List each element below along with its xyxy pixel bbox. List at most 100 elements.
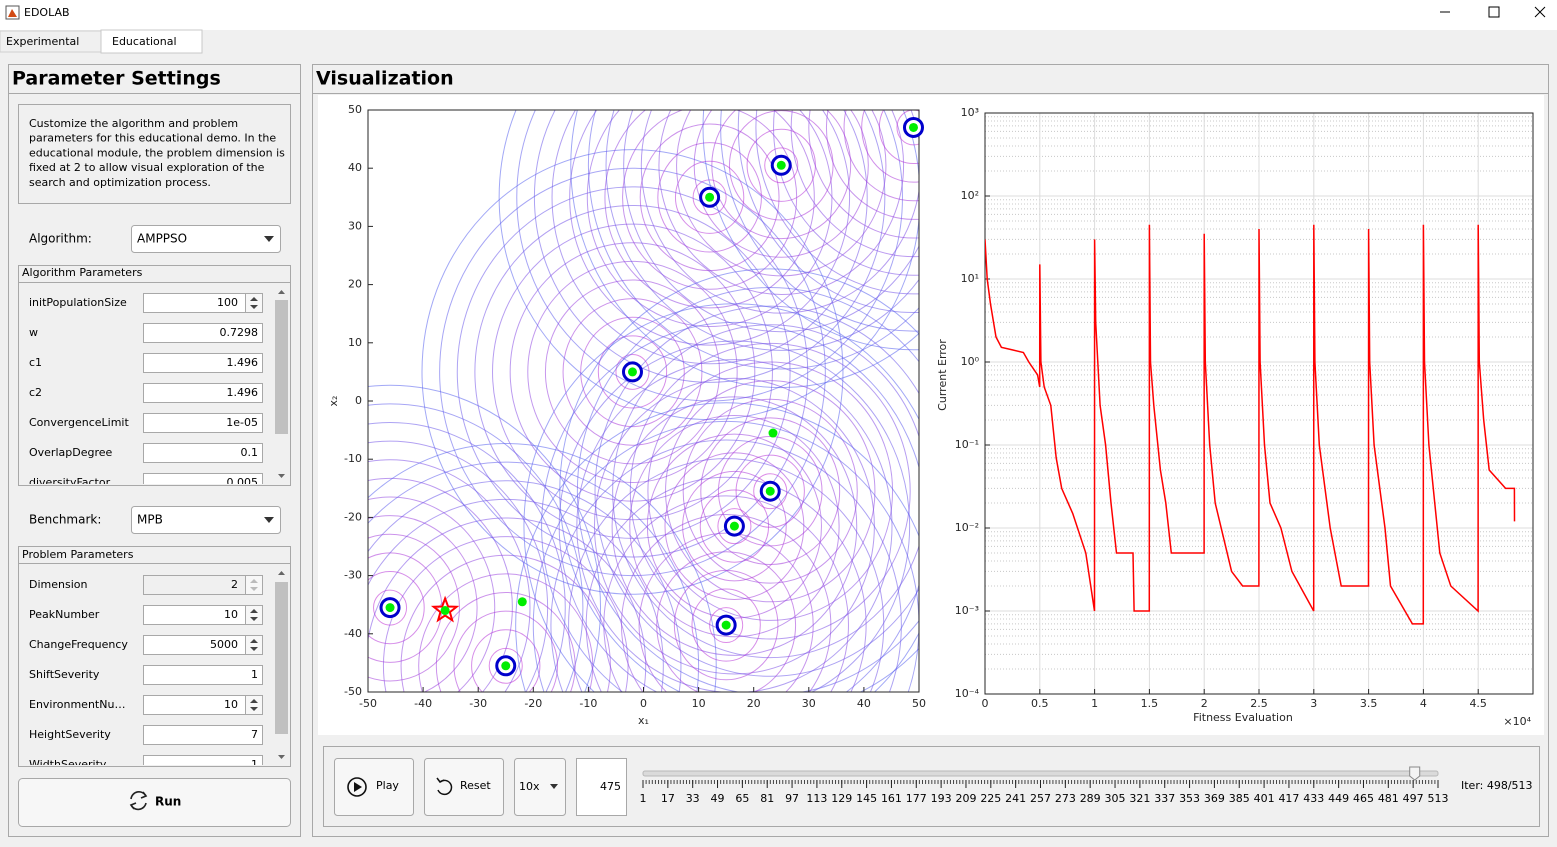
spinner[interactable]	[245, 293, 263, 313]
parameter-input[interactable]	[143, 755, 263, 775]
reset-button[interactable]	[424, 758, 504, 816]
y-tick-label: -30	[344, 569, 362, 582]
contour-line	[533, 110, 886, 383]
particle	[765, 486, 775, 496]
parameter-name: HeightSeverity	[29, 728, 111, 741]
maximize-button[interactable]	[1488, 6, 1500, 18]
contour-line	[488, 647, 523, 684]
parameter-value: 0.005	[227, 476, 259, 489]
scrollbar-thumb[interactable]	[275, 300, 288, 434]
description-line: parameters for this educational demo. In…	[29, 132, 276, 145]
slider-handle[interactable]	[1409, 766, 1421, 781]
slider-tick-label: 33	[686, 792, 700, 805]
contour-line	[569, 110, 851, 346]
parameter-value: 100	[217, 296, 238, 309]
parameter-input[interactable]	[143, 725, 263, 745]
parameter-input[interactable]	[143, 323, 263, 343]
parameter-name: w	[29, 326, 38, 339]
contour-line	[368, 496, 496, 692]
field-label: Algorithm:	[29, 232, 92, 246]
contour-line	[623, 110, 919, 333]
contour-line	[808, 110, 919, 239]
spinner[interactable]	[245, 635, 263, 655]
contour-line	[878, 110, 919, 165]
parameter-value: 1	[251, 758, 258, 771]
particle	[729, 521, 739, 531]
contour-line	[629, 342, 911, 640]
slider-tick-label: 1	[640, 792, 647, 805]
particle	[705, 192, 715, 202]
particle	[440, 606, 450, 616]
slider-tick-label: 177	[906, 792, 927, 805]
contour-line	[702, 110, 919, 351]
close-button[interactable]	[1534, 6, 1546, 18]
tab-bar	[0, 30, 1557, 52]
slider-track[interactable]	[642, 770, 1439, 777]
iteration-label: Iter: 498/513	[1461, 779, 1533, 792]
parameter-input[interactable]	[143, 353, 263, 373]
y-tick-label: 10³	[961, 106, 979, 119]
slider-tick-label: 337	[1154, 792, 1175, 805]
parameter-input[interactable]	[143, 473, 263, 493]
contour-line	[418, 573, 594, 692]
particle	[721, 620, 731, 630]
contour-line	[527, 260, 738, 483]
slider-tick-label: 401	[1254, 792, 1275, 805]
slider-tick-label: 305	[1105, 792, 1126, 805]
parameter-name: ShiftSeverity	[29, 668, 100, 681]
x-tick-label: 40	[857, 697, 871, 710]
parameter-input[interactable]	[143, 443, 263, 463]
contour-line	[615, 353, 650, 390]
y-tick-label: 10⁻²	[955, 521, 979, 534]
particle	[517, 597, 527, 607]
line-clip	[985, 224, 1516, 625]
spinner-arrows	[250, 609, 258, 621]
slider-tick-label: 257	[1030, 792, 1051, 805]
speed-dropdown[interactable]	[514, 758, 566, 816]
y-tick-label: 10²	[961, 189, 979, 202]
contour-line	[368, 459, 531, 692]
parameter-value: 1.496	[227, 356, 259, 369]
x-tick-label: 50	[912, 697, 926, 710]
parameter-input[interactable]	[143, 383, 263, 403]
parameter-name: diversityFactor	[29, 476, 111, 489]
y-tick-label: 30	[348, 219, 362, 232]
spinner[interactable]	[245, 695, 263, 715]
contour-line	[720, 110, 919, 332]
spinner[interactable]	[245, 605, 263, 625]
contour-plot-area	[368, 110, 919, 692]
parameter-name: c2	[29, 386, 42, 399]
parameter-input[interactable]	[143, 665, 263, 685]
x-tick-label: -50	[359, 697, 377, 710]
dropdown-arrow	[264, 517, 274, 523]
contour-line	[597, 335, 668, 409]
y-tick-label: 10⁰	[961, 355, 980, 368]
spinner[interactable]	[245, 575, 263, 595]
tab-active[interactable]	[100, 29, 203, 54]
x-tick-label: -40	[414, 697, 432, 710]
benchmark-dropdown[interactable]	[131, 506, 281, 534]
contour-line	[773, 110, 919, 276]
contour-line	[693, 110, 869, 258]
run-button[interactable]	[18, 778, 291, 827]
contour-line	[558, 340, 911, 692]
contour-line	[474, 204, 791, 539]
slider-tick-label: 81	[760, 792, 774, 805]
algorithm-dropdown[interactable]	[131, 225, 281, 253]
slider-tick-label: 369	[1204, 792, 1225, 805]
y-tick-label: 0	[355, 394, 362, 407]
contour-line	[551, 110, 868, 365]
contour-line	[673, 569, 779, 681]
contour-line	[368, 477, 513, 692]
y-tick-label: 10	[348, 336, 362, 349]
contour-line	[620, 514, 832, 692]
frame-field[interactable]	[576, 758, 627, 816]
y-tick-label: 10⁻¹	[955, 438, 979, 451]
play-button[interactable]	[334, 758, 414, 816]
contour-line	[647, 361, 894, 621]
y-tick-label: -40	[344, 627, 362, 640]
scrollbar-thumb[interactable]	[275, 582, 288, 734]
dropdown-arrow	[550, 784, 558, 789]
parameter-input[interactable]	[143, 413, 263, 433]
particle	[501, 661, 511, 671]
